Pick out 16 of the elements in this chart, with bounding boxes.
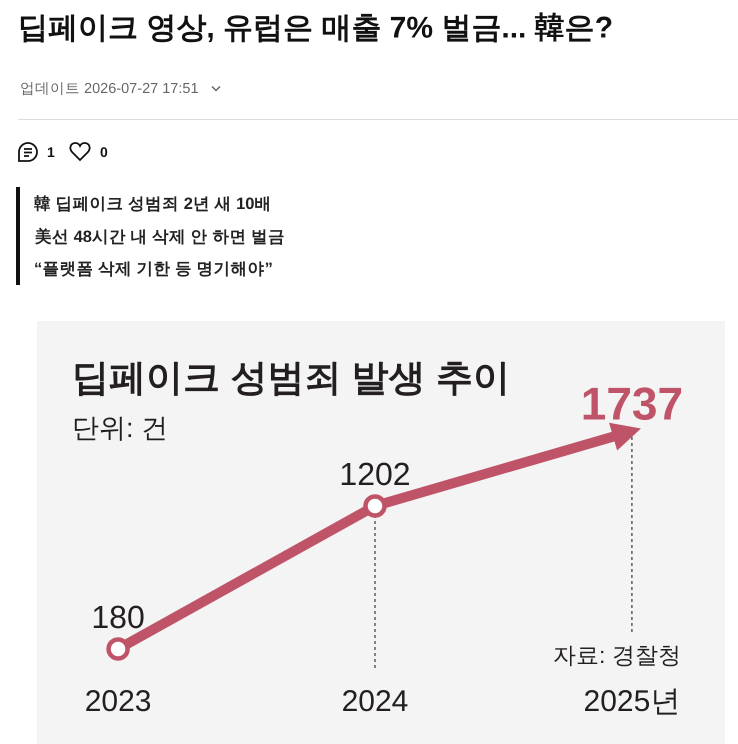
text: 韓 딥페이크 성범죄 2년 새 10배 (34, 194, 272, 213)
text: 업데이트 2026-07-27 17:51 (20, 81, 199, 97)
x-tick-label: 2024 (342, 685, 408, 718)
text: 1 (47, 144, 55, 160)
chart-subtitle: 딥페이크 성범죄 발생 추이 (72, 357, 510, 398)
text: “플랫폼 삭제 기한 등 명기해야” (34, 260, 273, 278)
x-tick-label: 2025년 (584, 685, 680, 718)
x-tick-label: 2023 (84, 685, 152, 718)
data-label: 1737 (580, 378, 684, 430)
chart-title: 딥페이크 영상, 유럽은 매출 7% 벌금... 韓은? (18, 12, 614, 44)
data-label: 1202 (339, 456, 411, 492)
y-axis-title: 단위: 건 (72, 413, 168, 443)
text: 美선 48시간 내 삭제 안 하면 벌금 (34, 227, 285, 246)
text: 0 (100, 144, 108, 160)
annotation: 자료: 경찰청 (553, 642, 681, 668)
data-label: 180 (91, 599, 145, 636)
